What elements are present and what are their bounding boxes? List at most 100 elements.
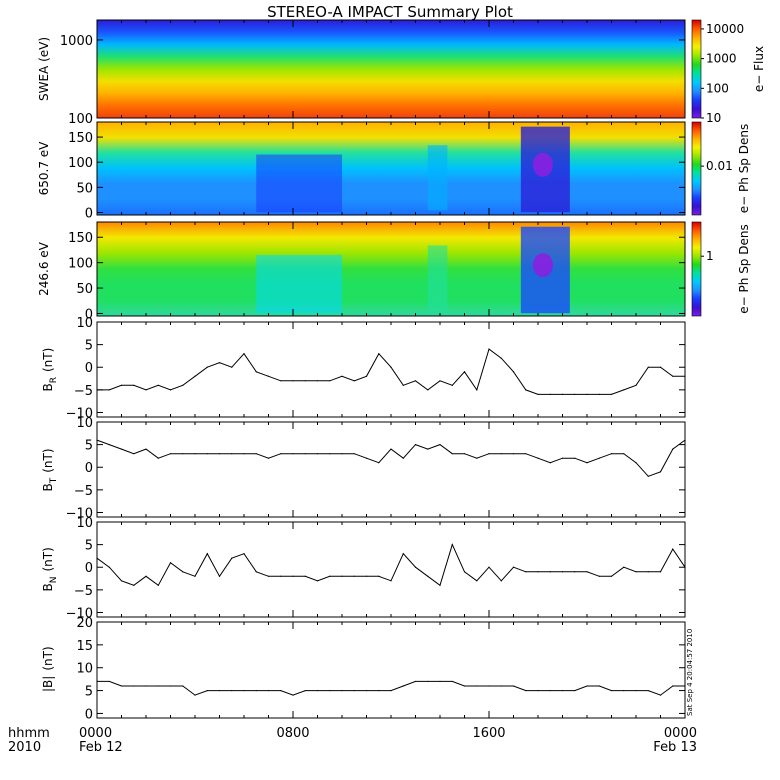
data-point xyxy=(145,685,147,687)
data-point xyxy=(341,453,343,455)
data-point xyxy=(133,685,135,687)
data-point xyxy=(169,453,172,455)
data-point xyxy=(255,689,257,692)
data-point xyxy=(598,393,600,395)
data-point xyxy=(378,353,380,355)
y-tick-label: 5 xyxy=(85,685,93,700)
data-point xyxy=(365,575,368,577)
data-point xyxy=(280,689,282,692)
data-point xyxy=(243,353,245,355)
panel-5: BT (nT) −10 −5 0 5 10 xyxy=(41,416,686,521)
data-point xyxy=(108,680,110,683)
data-point xyxy=(525,453,527,455)
data-point xyxy=(635,384,637,386)
data-point xyxy=(439,444,441,446)
data-point xyxy=(133,584,135,586)
data-point xyxy=(451,453,453,455)
y-tick-label: 10 xyxy=(76,316,93,331)
data-point xyxy=(206,453,208,455)
data-point xyxy=(378,575,380,577)
data-point xyxy=(243,689,245,692)
y-axis-label-sub: N xyxy=(49,577,59,584)
data-point xyxy=(525,689,527,692)
colorbar-tick-label: 1000 xyxy=(706,52,737,66)
data-point xyxy=(414,380,417,382)
data-point xyxy=(451,384,453,386)
data-point xyxy=(378,462,380,464)
data-point xyxy=(206,553,208,555)
y-axis-label: BR (nT) xyxy=(41,348,59,392)
data-point xyxy=(402,685,404,687)
data-point xyxy=(672,685,674,687)
y-axis-label-unit: (nT) xyxy=(41,646,55,670)
y-tick-label: 0 xyxy=(85,461,93,476)
data-point xyxy=(549,462,551,464)
data-point xyxy=(414,566,417,568)
data-point xyxy=(145,575,147,577)
data-point xyxy=(365,689,368,692)
panel-2: 0.01 e− Ph Sp Dens 650.7 eV 0 50 100 150 xyxy=(37,121,751,221)
data-point xyxy=(476,580,478,582)
data-point xyxy=(610,689,613,692)
series-line xyxy=(96,543,686,587)
data-point xyxy=(255,453,257,455)
colorbar-label: e− Flux xyxy=(752,46,766,92)
y-axis-label-main: B xyxy=(41,483,55,491)
data-point xyxy=(586,571,588,573)
y-tick-label: 0 xyxy=(85,707,93,722)
data-point xyxy=(500,685,502,687)
panel-6: BN (nT) −10 −5 0 5 10 xyxy=(41,516,686,621)
data-point xyxy=(194,694,196,696)
data-point xyxy=(635,462,637,464)
colorbar: 0.01 e− Ph Sp Dens xyxy=(691,121,751,216)
data-point xyxy=(292,694,294,696)
data-point xyxy=(574,457,576,459)
data-point xyxy=(598,575,600,577)
data-point xyxy=(353,453,355,455)
date-label: Feb 12 xyxy=(79,740,123,755)
data-point xyxy=(182,384,184,386)
data-point xyxy=(463,685,466,687)
data-point xyxy=(353,380,355,382)
data-point xyxy=(231,366,233,368)
data-point xyxy=(549,689,551,692)
spectrogram-patch xyxy=(427,245,448,312)
data-point xyxy=(451,544,453,546)
data-point xyxy=(451,680,453,683)
spectrogram-patch xyxy=(256,154,342,213)
y-tick-label: −5 xyxy=(74,384,93,399)
data-point xyxy=(218,453,221,455)
colorbar-tick-label: 100 xyxy=(706,81,729,95)
colorbar: 10 100 1000 10000 e− Flux xyxy=(691,19,766,125)
data-point xyxy=(108,389,110,391)
y-tick-label: 50 xyxy=(76,181,93,196)
data-point xyxy=(243,553,245,555)
data-point xyxy=(402,553,404,555)
data-point xyxy=(647,689,649,692)
data-point xyxy=(659,366,662,368)
y-tick-label: −5 xyxy=(74,484,93,499)
data-point xyxy=(586,685,588,687)
data-point xyxy=(145,448,147,450)
generation-timestamp: Sat Sep 4 20:04:57 2010 xyxy=(686,629,694,716)
y-tick-label: 1000 xyxy=(60,34,93,49)
data-point xyxy=(120,448,123,450)
data-point xyxy=(378,689,380,692)
data-point xyxy=(598,457,600,459)
panel-frame xyxy=(96,321,686,418)
spectrogram-patch xyxy=(427,145,448,211)
y-tick-label: 10 xyxy=(76,662,93,677)
data-point xyxy=(218,575,221,577)
data-point xyxy=(414,444,417,446)
data-point xyxy=(525,389,527,391)
colorbar-tick-label: 10000 xyxy=(706,22,744,36)
data-point xyxy=(182,453,184,455)
plot-title: STEREO-A IMPACT Summary Plot xyxy=(267,3,513,21)
data-point xyxy=(231,689,233,692)
y-tick-label: 10 xyxy=(76,516,93,531)
data-point xyxy=(476,389,478,391)
data-point xyxy=(574,393,576,395)
data-point xyxy=(390,448,392,450)
y-axis-label-main: |B| xyxy=(41,676,55,692)
data-point xyxy=(463,571,466,573)
